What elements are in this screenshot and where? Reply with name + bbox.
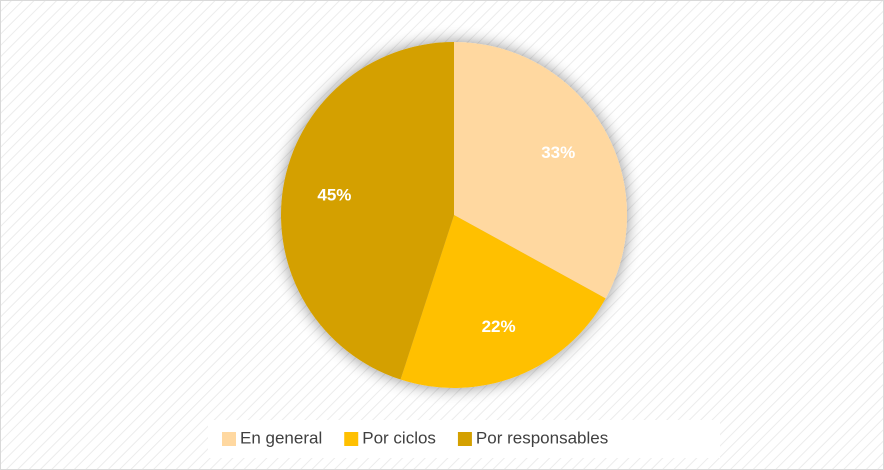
data-label: 33% xyxy=(541,143,575,162)
pie-slice xyxy=(281,42,454,380)
legend-swatch xyxy=(457,432,472,446)
data-label: 45% xyxy=(317,186,351,205)
legend-swatch xyxy=(344,432,359,446)
legend-label: En general xyxy=(240,428,322,447)
pie-slice xyxy=(400,215,606,388)
pie xyxy=(281,42,628,388)
data-label: 22% xyxy=(482,317,516,336)
legend-label: Por ciclos xyxy=(362,428,436,447)
legend-label: Por responsables xyxy=(476,428,608,447)
legend-swatch xyxy=(222,432,236,446)
pie-slice xyxy=(454,42,628,299)
